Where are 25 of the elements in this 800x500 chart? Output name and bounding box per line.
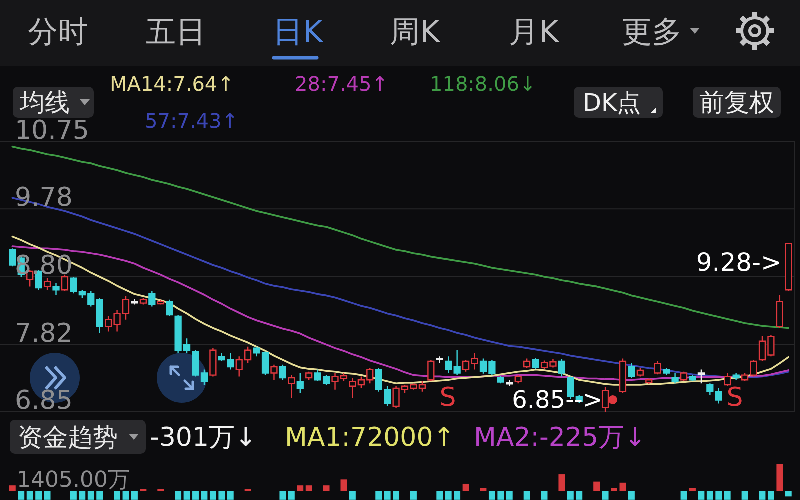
text: 月K — [509, 15, 560, 50]
text: MA2:-225万↓ — [474, 423, 646, 453]
legend-entry: 28:7.45↑ — [295, 72, 388, 96]
text: DK点 — [583, 89, 642, 117]
text: 日K — [273, 15, 324, 50]
annotation: 1405.00万 — [17, 468, 130, 493]
text: 周K — [390, 15, 442, 50]
legend-entry: MA14:7.64↑ — [110, 72, 234, 96]
y-tick-label: 7.82 — [15, 318, 73, 349]
y-tick-label: 10.75 — [15, 116, 90, 146]
text: 分时 — [28, 15, 88, 50]
y-tick-label: 9.78 — [15, 183, 73, 214]
annotation: S — [726, 383, 744, 413]
text: MA1:72000↑ — [285, 423, 456, 453]
text: 五日 — [146, 15, 206, 50]
legend-entry: 118:8.06↓ — [430, 72, 536, 96]
annotation: S — [440, 383, 456, 413]
legend-title: 均线 — [19, 88, 70, 117]
text: 前复权 — [700, 88, 774, 117]
legend-entry: 57:7.43↑ — [145, 109, 238, 133]
text: 更多 — [622, 15, 682, 50]
series-label: -301万↓ — [150, 423, 257, 453]
chart-title: 资金趋势 — [18, 423, 118, 452]
annotation: 9.28-> — [696, 248, 782, 277]
annotation: 6.85--> — [512, 386, 603, 414]
